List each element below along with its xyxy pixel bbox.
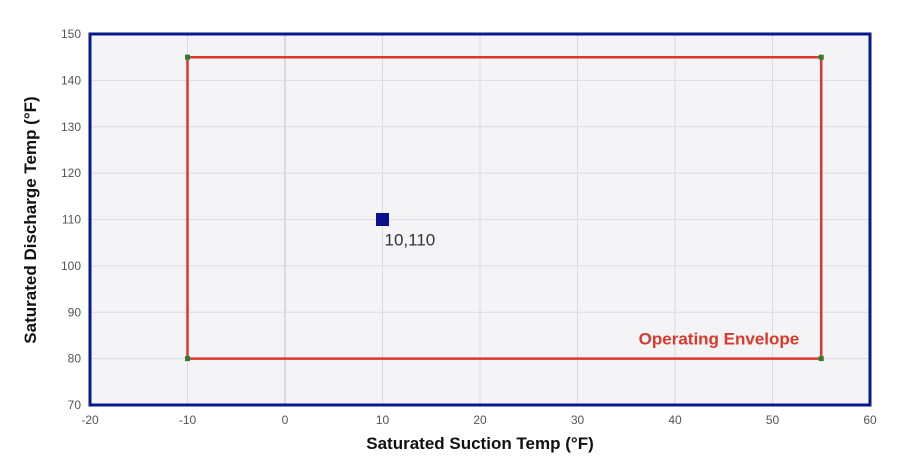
envelope-corners xyxy=(185,54,824,362)
y-tick-label: 70 xyxy=(68,398,82,412)
envelope-corner-marker xyxy=(185,356,190,362)
x-ticks: -20 -10 0 10 20 30 40 50 60 xyxy=(81,413,877,427)
y-tick-label: 110 xyxy=(62,213,81,227)
x-tick-label: -20 xyxy=(81,413,99,427)
x-tick-label: -10 xyxy=(179,413,197,427)
envelope-corner-marker xyxy=(185,54,190,60)
y-tick-label: 120 xyxy=(61,166,81,180)
y-tick-label: 100 xyxy=(61,259,81,273)
y-tick-label: 140 xyxy=(61,73,81,87)
y-axis-title: Saturated Discharge Temp (°F) xyxy=(21,96,40,343)
envelope-label: Operating Envelope xyxy=(639,330,800,349)
y-tick-label: 90 xyxy=(68,305,82,319)
x-tick-label: 50 xyxy=(766,413,780,427)
envelope-corner-marker xyxy=(818,54,824,60)
operating-point[interactable] xyxy=(376,213,389,226)
x-tick-label: 60 xyxy=(863,413,877,427)
y-tick-label: 80 xyxy=(68,352,82,366)
point-label: 10,110 xyxy=(385,231,436,250)
plot-frame xyxy=(88,32,872,407)
y-tick-label: 130 xyxy=(61,120,81,134)
x-tick-label: 0 xyxy=(282,413,289,427)
x-tick-label: 40 xyxy=(668,413,682,427)
x-tick-label: 10 xyxy=(376,413,390,427)
y-ticks: 70 80 90 100 110 120 130 140 150 xyxy=(61,27,81,412)
x-axis-title: Saturated Suction Temp (°F) xyxy=(366,434,594,453)
envelope-corner-marker xyxy=(818,356,824,362)
x-tick-label: 30 xyxy=(571,413,585,427)
x-tick-label: 20 xyxy=(473,413,487,427)
y-tick-label: 150 xyxy=(61,27,81,41)
